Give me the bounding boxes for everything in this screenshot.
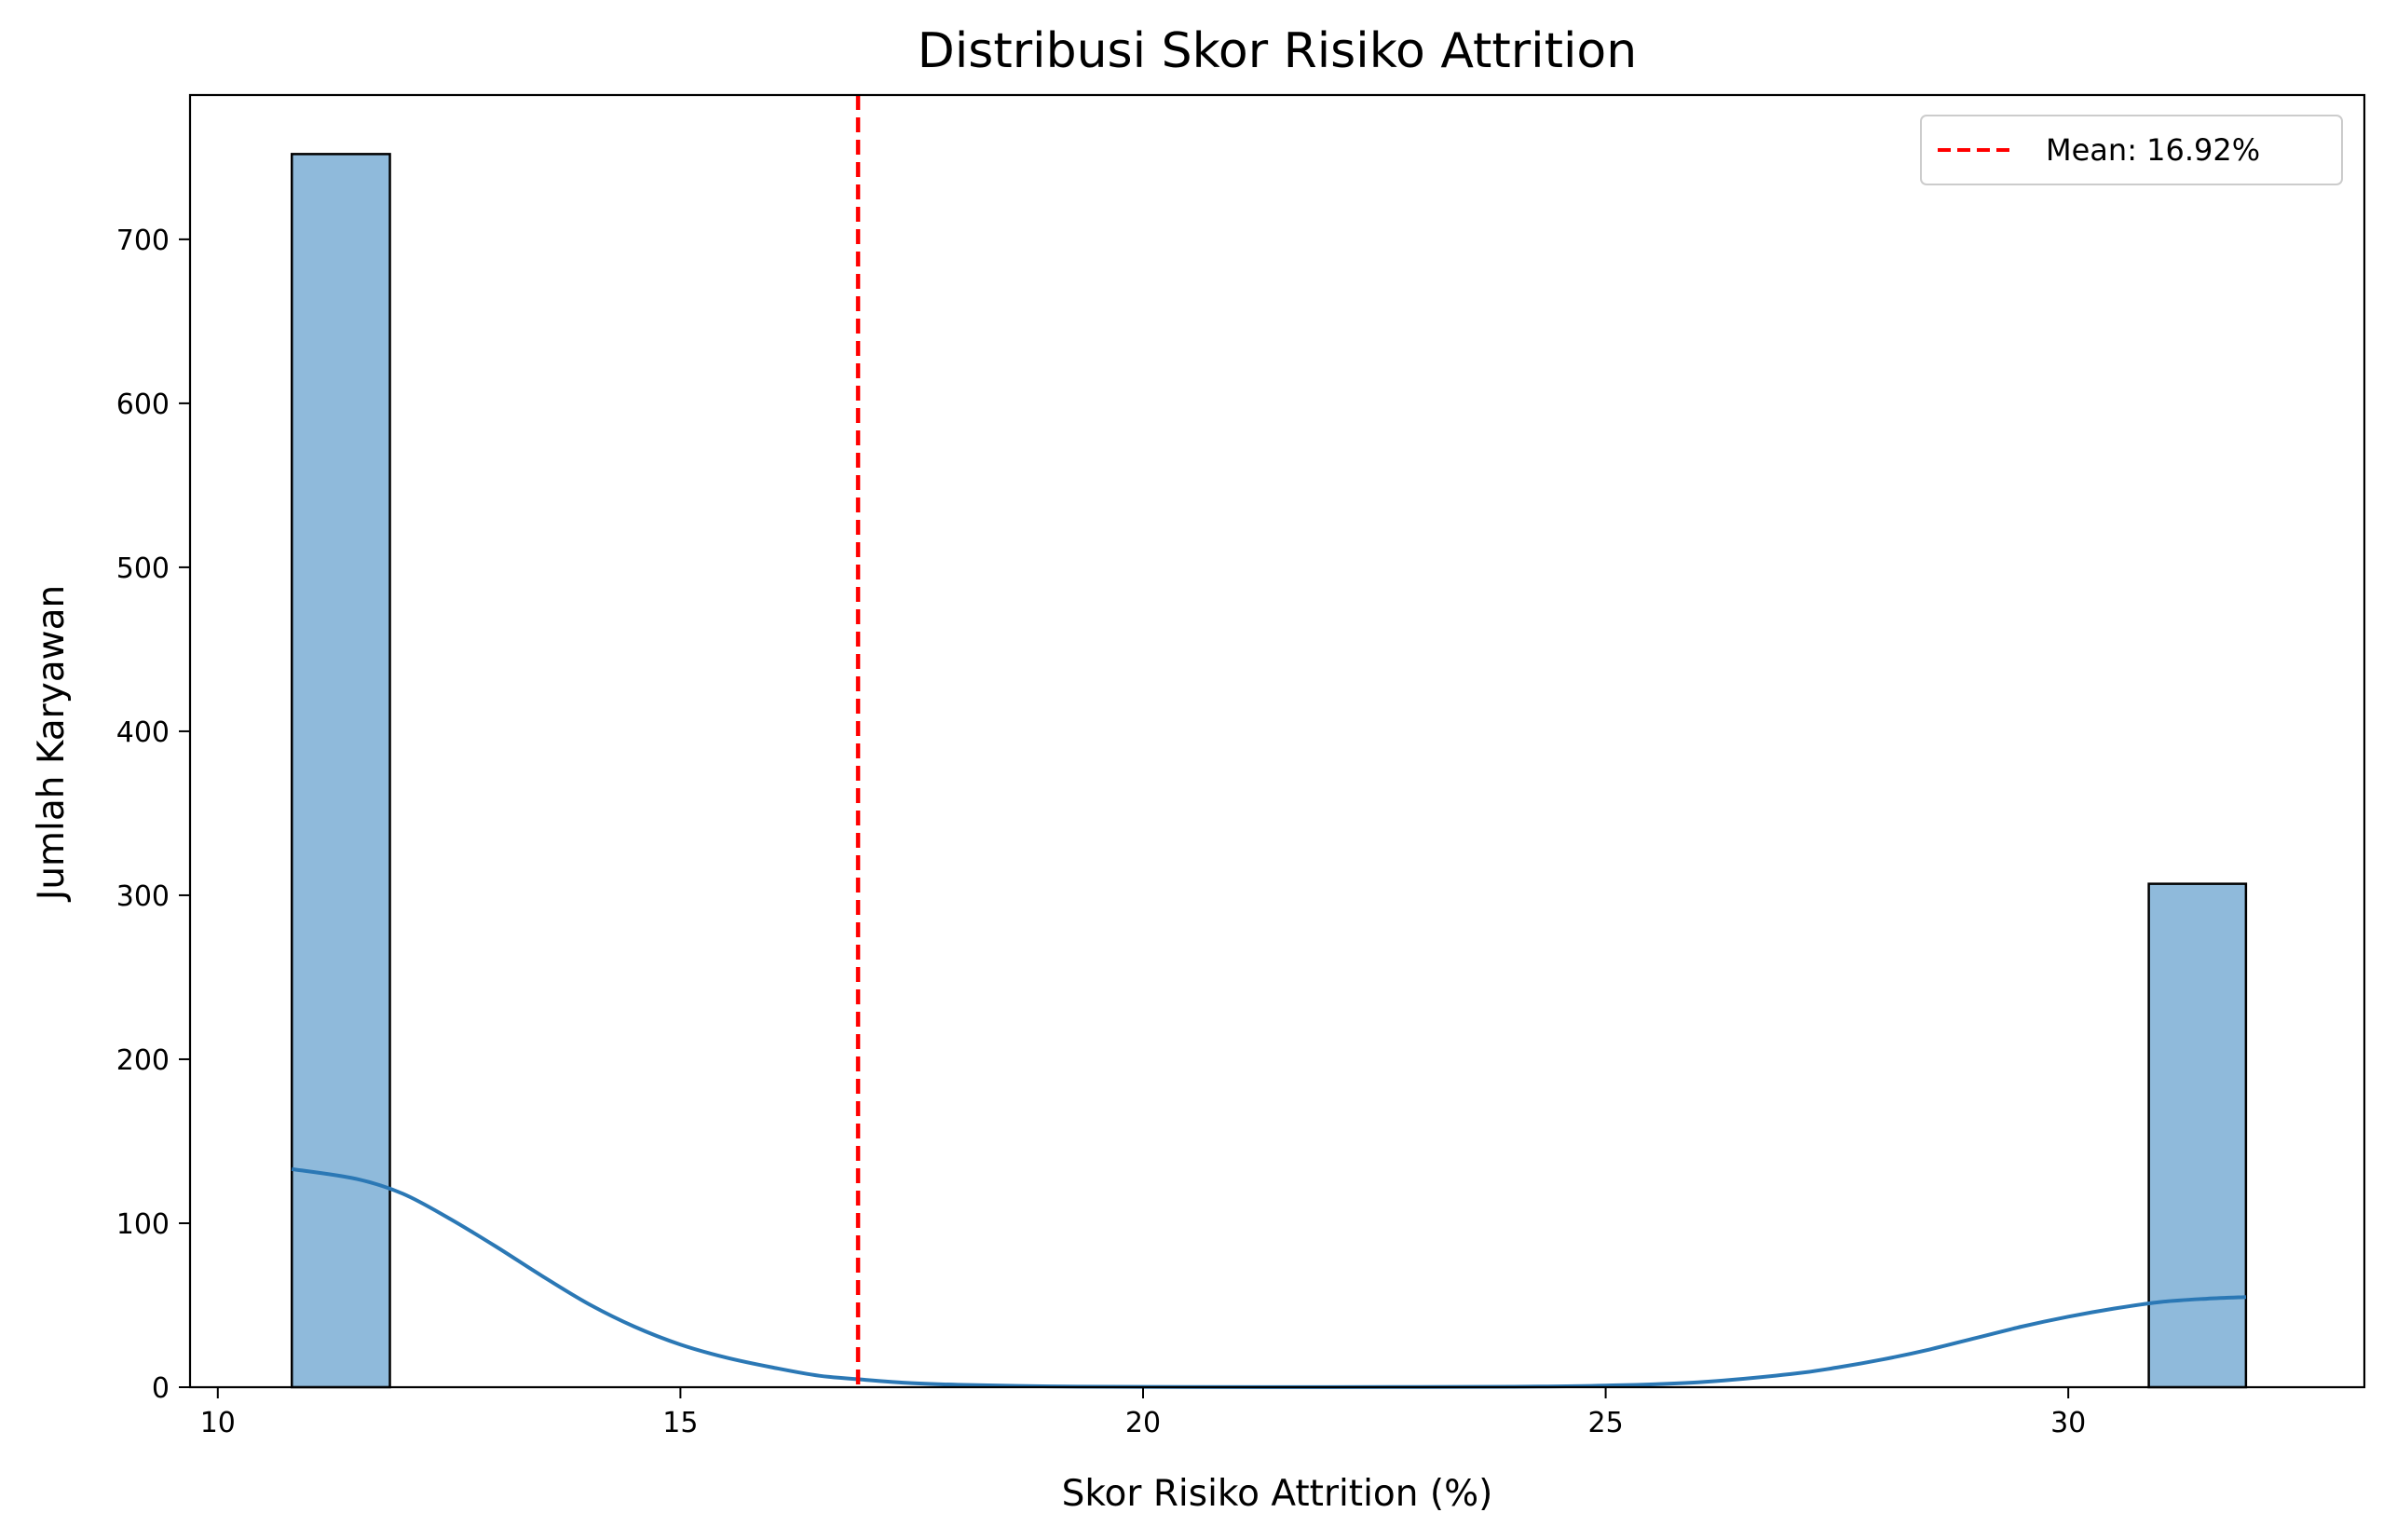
y-tick-label: 300 (116, 880, 170, 913)
histogram-bar (2147, 882, 2248, 1389)
histogram-bar (291, 153, 391, 1389)
plot-area (291, 95, 2248, 1389)
x-tick-label: 20 (1125, 1407, 1161, 1439)
y-tick-label: 200 (116, 1044, 170, 1077)
kde-curve (291, 1166, 2246, 1389)
y-tick-label: 600 (116, 388, 170, 421)
x-tick-label: 30 (2050, 1407, 2086, 1439)
x-tick-label: 25 (1587, 1407, 1623, 1439)
legend-mean-label: Mean: 16.92% (2046, 132, 2260, 168)
y-tick-label: 400 (116, 716, 170, 749)
y-tick-label: 0 (152, 1372, 170, 1405)
x-axis-label: Skor Risiko Attrition (%) (1062, 1473, 1493, 1515)
y-axis-ticks: 0 100 200 300 400 500 600 700 (116, 225, 190, 1405)
legend-box (1920, 115, 2343, 185)
axes-frame (188, 93, 2366, 1389)
y-axis-label: Jumlah Karyawan (31, 585, 73, 903)
y-tick-label: 500 (116, 552, 170, 585)
y-tick-label: 700 (116, 225, 170, 257)
x-axis-ticks: 10 15 20 25 30 (200, 1387, 2086, 1439)
x-tick-label: 15 (662, 1407, 698, 1439)
legend: Mean: 16.92% (1920, 115, 2343, 185)
x-tick-label: 10 (200, 1407, 236, 1439)
chart-title: Distribusi Skor Risiko Attrition (918, 23, 1637, 79)
y-tick-label: 100 (116, 1208, 170, 1241)
